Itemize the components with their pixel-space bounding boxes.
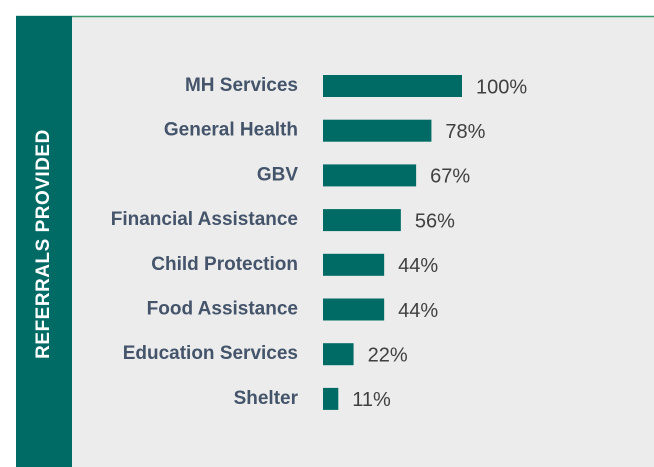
side-label: REFERRALS PROVIDED [33, 129, 54, 359]
bar [323, 253, 385, 276]
category-label: GBV [257, 164, 299, 185]
bar [323, 209, 401, 232]
value-label: 44% [398, 255, 438, 277]
bar [323, 298, 385, 321]
value-label: 11% [352, 389, 391, 411]
bar [323, 343, 354, 366]
category-label: Shelter [234, 388, 299, 409]
category-label: MH Services [185, 75, 298, 96]
value-label: 78% [445, 121, 485, 143]
category-label: Food Assistance [147, 299, 298, 320]
value-label: 22% [368, 344, 408, 366]
category-label: Child Protection [151, 254, 298, 275]
bar [323, 75, 462, 97]
category-label: Education Services [123, 343, 298, 364]
value-label: 100% [476, 76, 527, 98]
value-label: 56% [415, 210, 455, 232]
value-label: 67% [430, 166, 470, 188]
value-label: 44% [398, 300, 438, 322]
bar [323, 119, 432, 142]
category-label: Financial Assistance [111, 209, 298, 230]
side-panel [16, 16, 72, 467]
category-label: General Health [164, 120, 298, 141]
bar [323, 387, 339, 410]
bar [323, 164, 417, 187]
